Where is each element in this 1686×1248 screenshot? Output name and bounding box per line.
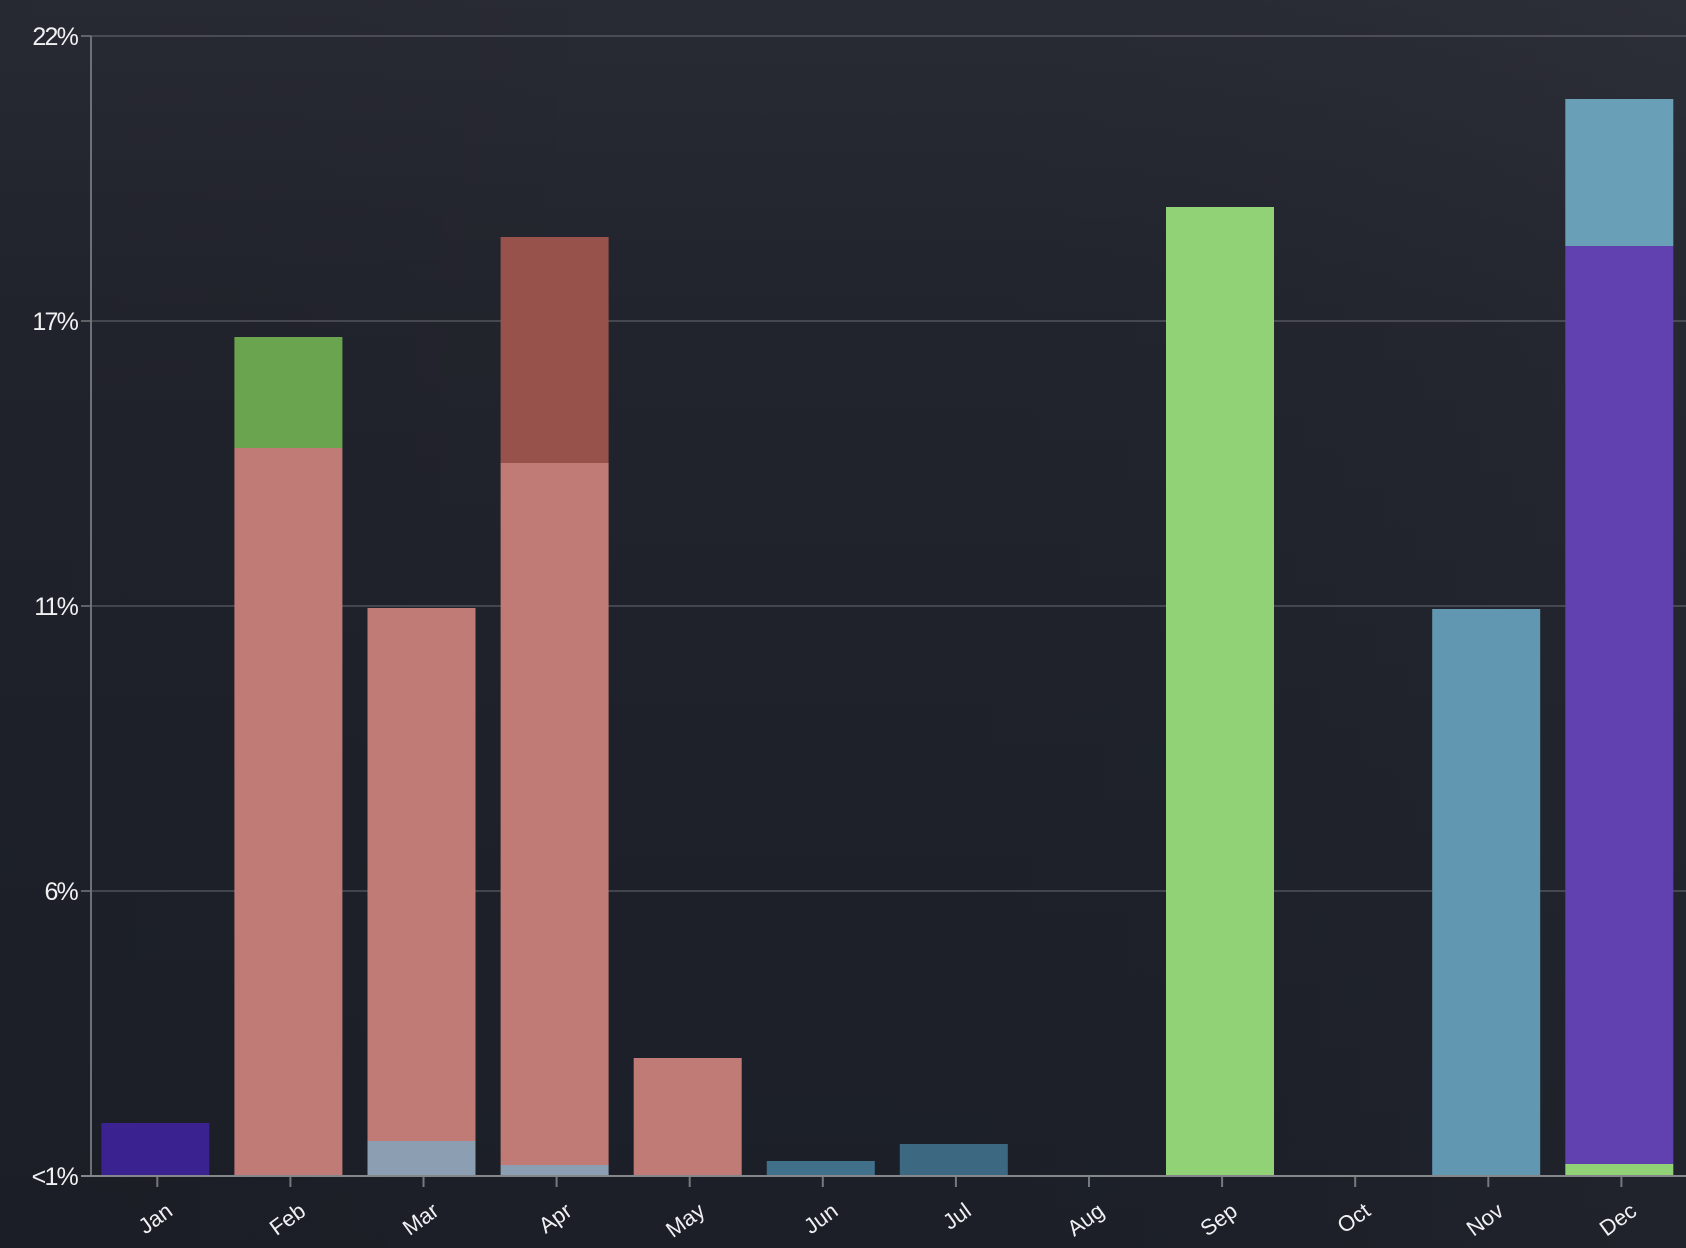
svg-text:6%: 6% — [44, 878, 78, 906]
svg-text:17%: 17% — [32, 308, 78, 336]
svg-text:22%: 22% — [32, 23, 78, 51]
svg-text:11%: 11% — [34, 593, 78, 621]
svg-text:<1%: <1% — [32, 1163, 79, 1191]
